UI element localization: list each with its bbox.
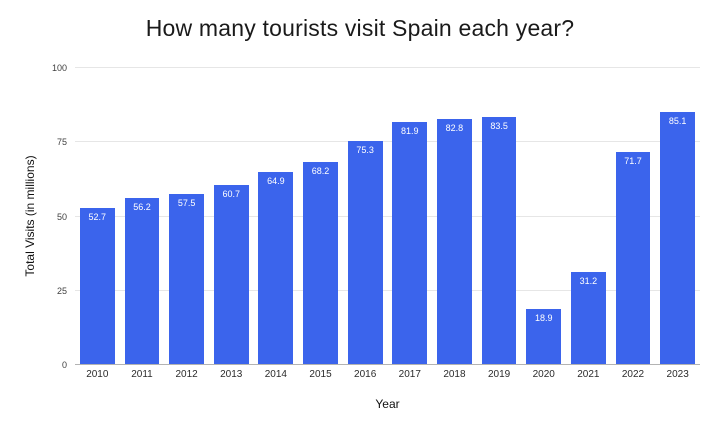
bar-value-label: 82.8 — [445, 123, 464, 134]
x-tick-label: 2013 — [220, 369, 243, 380]
bar: 81.9 — [392, 121, 428, 365]
y-tick-label: 25 — [56, 285, 67, 296]
bar: 64.9 — [258, 172, 294, 365]
bar-value-label: 68.2 — [311, 166, 330, 177]
x-tick-label: 2019 — [487, 369, 511, 380]
x-tick-label: 2016 — [354, 369, 377, 380]
bar-value-label: 75.3 — [356, 145, 374, 156]
bar: 85.1 — [660, 112, 696, 365]
bar-slot: 31.2 — [566, 68, 611, 365]
bar-slot: 68.2 — [298, 68, 343, 365]
bar-value-label: 81.9 — [401, 125, 419, 136]
bar: 31.2 — [570, 272, 606, 365]
x-tick-label: 2011 — [131, 369, 153, 380]
x-tick-labels-container: 2010 2011 2012 2013 2014 2015 2016 2017 2018 2019… — [75, 369, 700, 380]
x-axis-line — [75, 364, 700, 365]
bar: 75.3 — [347, 141, 383, 365]
y-tick-label: 0 — [61, 360, 67, 370]
bar-value-label: 31.2 — [579, 276, 598, 287]
bar-slot: 75.3 — [343, 68, 388, 365]
x-tick-label: 2018 — [443, 369, 466, 380]
bar-slot: 85.1 — [655, 68, 700, 365]
gridline — [75, 289, 700, 291]
x-tick-label: 2020 — [532, 369, 555, 380]
bar: 83.5 — [481, 117, 517, 365]
plot-area: 0 25 50 75 100 52.7 56.2 57.5 60.7 64.9 68.2 75.3 8… — [52, 63, 700, 370]
bar-value-label: 60.7 — [222, 188, 240, 199]
x-tick-label: 2012 — [175, 369, 198, 380]
bar-value-label: 85.1 — [668, 116, 687, 127]
y-tick-label: 100 — [51, 63, 67, 73]
x-tick-label: 2017 — [398, 369, 421, 380]
bar-slot: 57.5 — [164, 68, 209, 365]
gridline — [75, 215, 700, 217]
x-tick-label: 2021 — [577, 369, 600, 380]
bar-slot: 81.9 — [387, 68, 432, 365]
bar: 57.5 — [169, 194, 204, 365]
bars-container: 52.7 56.2 57.5 60.7 64.9 68.2 75.3 81.9 82.8 83.5… — [75, 68, 700, 365]
y-tick-label: 75 — [56, 137, 67, 148]
bar-value-label: 83.5 — [490, 121, 508, 132]
bar: 71.7 — [615, 152, 651, 365]
x-tick-label: 2014 — [264, 369, 287, 380]
bar: 56.2 — [124, 198, 160, 365]
bar-slot: 83.5 — [477, 68, 522, 365]
bar: 18.9 — [526, 308, 562, 365]
bar-slot: 60.7 — [209, 68, 254, 365]
x-tick-label: 2015 — [309, 369, 332, 380]
bar-slot: 82.8 — [432, 68, 477, 365]
bar-slot: 56.2 — [120, 68, 165, 365]
x-tick-label: 2022 — [621, 369, 645, 380]
bar-value-label: 52.7 — [88, 212, 107, 223]
bar-value-label: 57.5 — [177, 198, 196, 209]
x-tick-label: 2010 — [86, 369, 109, 380]
y-axis-title: Total Visits (in millions) — [23, 155, 37, 277]
y-tick-label: 50 — [56, 211, 67, 222]
bar-value-label: 71.7 — [624, 156, 642, 167]
bar: 82.8 — [437, 119, 472, 365]
gridline — [75, 141, 700, 143]
bar-value-label: 56.2 — [133, 202, 151, 213]
chart-title: How many tourists visit Spain each year? — [145, 15, 575, 41]
bar-slot: 64.9 — [254, 68, 299, 365]
x-axis-title: Year — [375, 397, 400, 411]
bar-value-label: 18.9 — [534, 312, 553, 323]
bar: 68.2 — [303, 162, 338, 365]
gridline — [75, 67, 700, 68]
bar: 60.7 — [213, 184, 249, 365]
bar-slot: 71.7 — [611, 68, 656, 365]
bar: 52.7 — [79, 208, 115, 365]
bar-slot: 52.7 — [75, 68, 120, 365]
x-tick-label: 2023 — [666, 369, 689, 380]
bar-slot: 18.9 — [521, 68, 566, 365]
bar-value-label: 64.9 — [267, 176, 285, 187]
